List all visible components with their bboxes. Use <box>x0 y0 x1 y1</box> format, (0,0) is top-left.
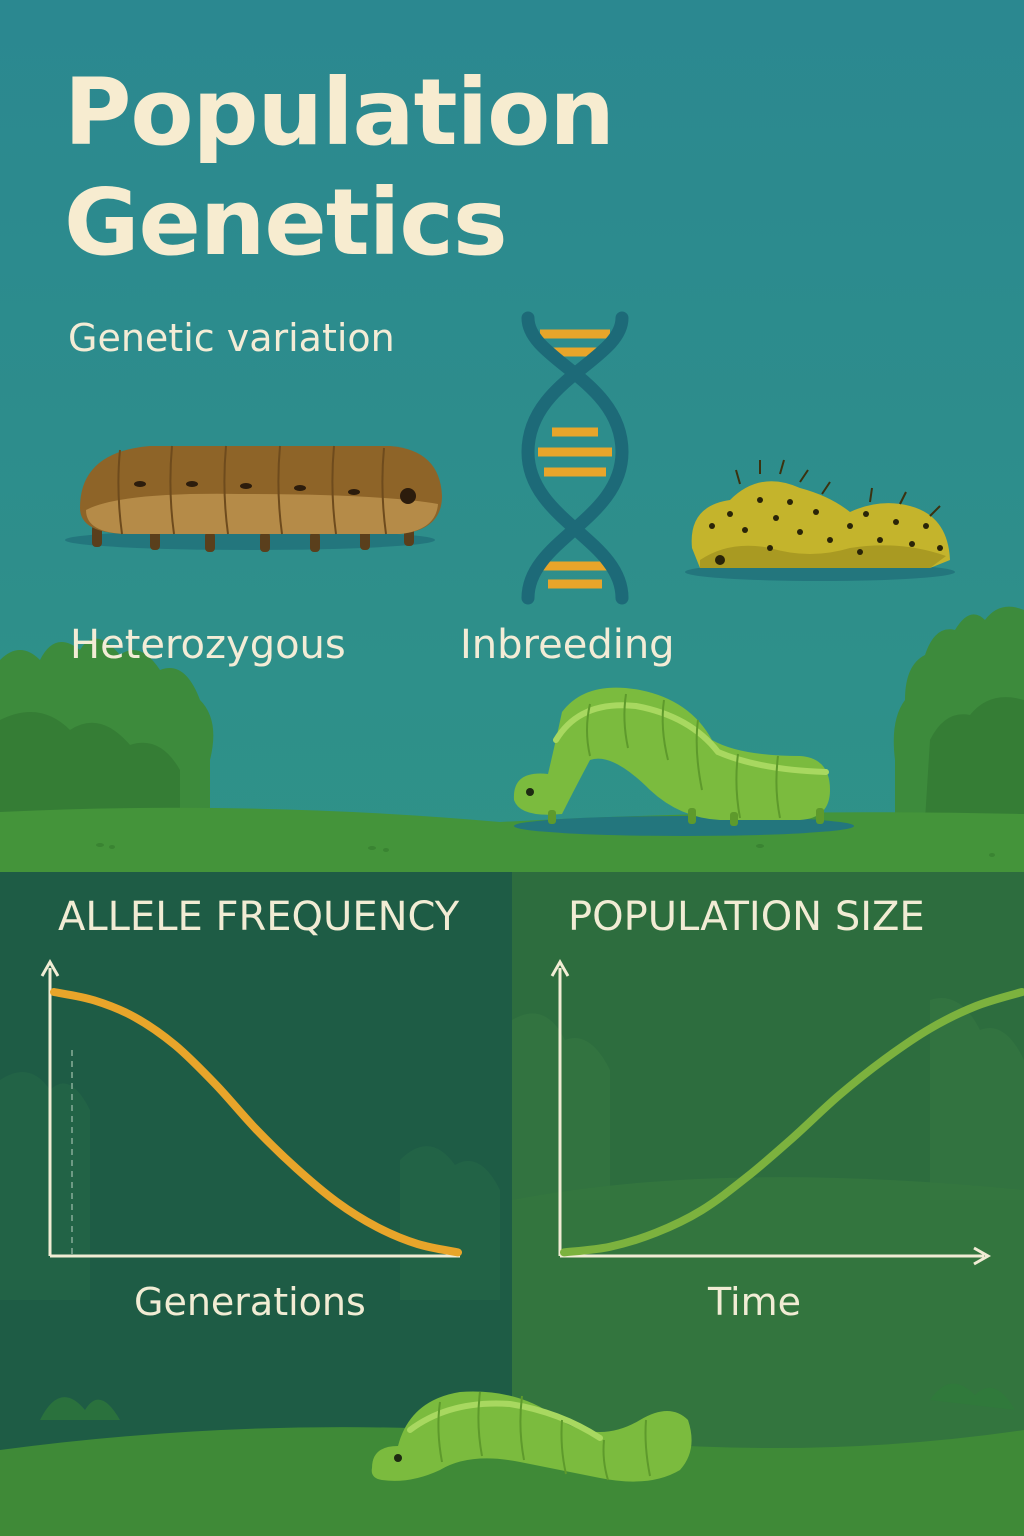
population-size-curve <box>560 988 1024 1257</box>
time-axis-label: Time <box>708 1280 801 1324</box>
dna-double-helix-icon <box>521 311 629 605</box>
generations-axis-label: Generations <box>134 1280 366 1324</box>
bottom-grass <box>0 1427 1024 1536</box>
population-size-title: POPULATION SIZE <box>568 894 925 940</box>
title-line-2: Genetics <box>64 169 508 276</box>
allele-chart-axes <box>40 958 460 1258</box>
yellow-spotted-caterpillar <box>685 459 955 581</box>
green-caterpillar-bottom <box>371 1391 692 1482</box>
allele-frequency-title: ALLELE FREQUENCY <box>58 894 460 940</box>
left-bush <box>0 638 214 820</box>
genetic-variation-subtitle: Genetic variation <box>68 316 395 360</box>
title-line-1: Population <box>64 59 615 166</box>
right-bush <box>893 606 1024 820</box>
green-caterpillar-arched <box>513 687 854 836</box>
heterozygous-label: Heterozygous <box>70 622 346 668</box>
grass-dots <box>96 843 995 857</box>
population-chart-axes <box>550 958 992 1266</box>
inbreeding-label: Inbreeding <box>460 622 675 668</box>
page-title: Population Genetics <box>64 58 615 278</box>
allele-frequency-curve <box>50 988 462 1257</box>
bottom-bushes <box>40 1383 1015 1420</box>
brown-caterpillar <box>65 445 442 552</box>
